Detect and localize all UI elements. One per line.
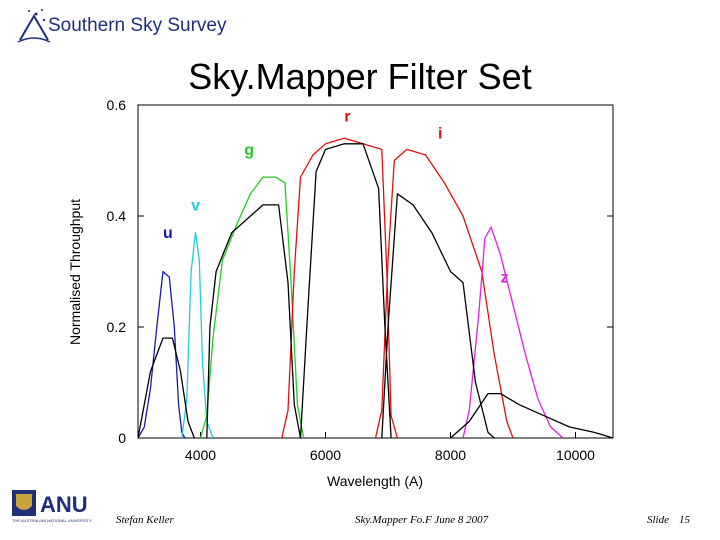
series-line-black-8 (299, 143, 392, 439)
anu-logo-subtext: THE AUSTRALIAN NATIONAL UNIVERSITY (12, 518, 92, 523)
x-tick-label: 6000 (310, 447, 341, 463)
series-label-v: v (191, 197, 200, 214)
series-line-black-9 (381, 193, 495, 439)
series-label-u: u (163, 225, 173, 242)
series-label-z: z (501, 270, 509, 287)
series-line-i (374, 148, 514, 439)
axis-ticks: 4000 6000 8000 10000 0 0.2 0.4 0.6 (107, 97, 613, 463)
series-line-g (199, 176, 305, 439)
series-label-r: r (344, 109, 350, 126)
series-label-g: g (244, 142, 254, 159)
southern-sky-survey-logo-icon (17, 9, 51, 43)
series-line-r (281, 137, 399, 439)
series-line-black-6 (137, 337, 195, 439)
slide-title: Sky.Mapper Filter Set (188, 56, 532, 97)
footer-author: Stefan Keller (116, 514, 174, 526)
x-tick-label: 8000 (435, 447, 466, 463)
x-axis-label: Wavelength (A) (327, 473, 423, 489)
footer-event: Sky.Mapper Fo.F June 8 2007 (355, 514, 489, 526)
y-tick-label: 0.2 (107, 319, 127, 335)
series-label-i: i (438, 125, 442, 142)
anu-logo: ANU THE AUSTRALIAN NATIONAL UNIVERSITY (12, 490, 92, 523)
y-tick-label: 0.4 (107, 208, 127, 224)
series-line-black-7 (206, 204, 302, 439)
series-line-black-10 (450, 392, 614, 439)
series-line-v (181, 231, 214, 439)
y-axis-label: Normalised Throughput (67, 199, 83, 345)
y-tick-label: 0.6 (107, 97, 127, 113)
series-line-z (462, 226, 564, 439)
series-line-u (137, 270, 186, 439)
footer-slide-number: 15 (679, 514, 690, 526)
x-tick-label: 10000 (556, 447, 595, 463)
x-tick-label: 4000 (185, 447, 216, 463)
footer-slide-label: Slide (647, 514, 669, 526)
series-layer (137, 137, 614, 439)
org-title: Southern Sky Survey (48, 15, 227, 36)
y-tick-label: 0 (118, 430, 126, 446)
series-labels: u v g r i z (163, 109, 509, 287)
anu-logo-text: ANU (40, 492, 88, 517)
